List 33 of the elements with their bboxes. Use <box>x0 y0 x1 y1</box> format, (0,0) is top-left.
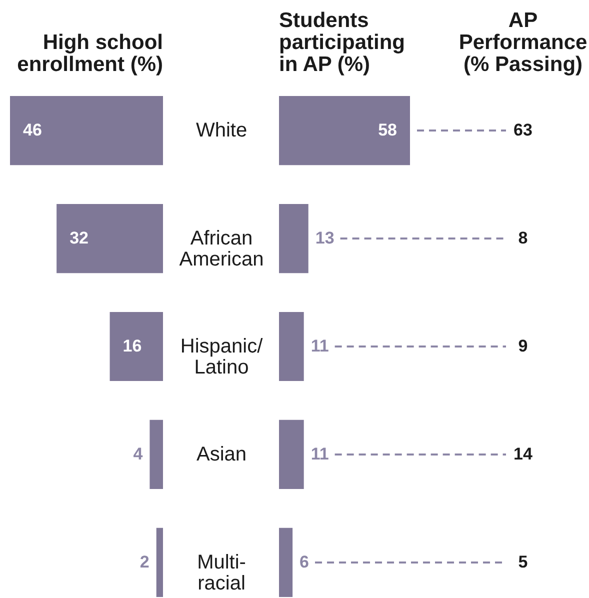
data-label: 14 <box>514 444 533 464</box>
bar <box>279 528 293 597</box>
bar <box>150 420 163 490</box>
data-label: 63 <box>514 120 532 140</box>
bar <box>279 204 308 274</box>
text: AP Performance (% Passing) <box>458 9 588 76</box>
y-tick-label: Hispanic/Latino <box>180 336 264 378</box>
chart-title: Students participating in AP (%) <box>279 9 406 76</box>
data-label: 6 <box>300 552 310 572</box>
data-label: 11 <box>310 336 329 356</box>
data-label: 32 <box>70 228 88 248</box>
bar <box>156 528 163 597</box>
bar <box>56 204 163 274</box>
data-label: 5 <box>518 552 528 572</box>
data-label: 4 <box>133 444 144 464</box>
data-label: 13 <box>315 228 334 248</box>
data-label: 2 <box>140 552 150 572</box>
y-tick-label: Asian <box>196 443 247 466</box>
bar <box>110 312 163 382</box>
data-label: 58 <box>378 120 397 140</box>
data-label: 9 <box>518 336 528 356</box>
bar <box>279 96 410 166</box>
bar <box>279 420 304 490</box>
data-label: 16 <box>122 336 142 356</box>
data-label: 8 <box>518 228 528 248</box>
chart-title: High school enrollment (%) <box>17 31 163 76</box>
data-label: 46 <box>23 120 42 140</box>
y-tick-label: Multi-racial <box>197 551 246 594</box>
y-tick-label: White <box>196 120 248 142</box>
y-tick-label: African American <box>179 228 264 271</box>
bar <box>10 96 163 166</box>
bar <box>279 312 304 382</box>
data-label: 11 <box>310 444 329 464</box>
